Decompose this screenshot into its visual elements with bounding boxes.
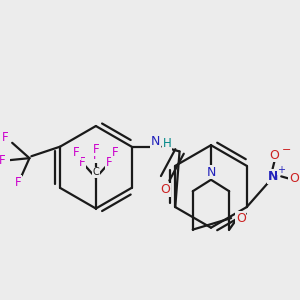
Text: F: F [93, 142, 99, 155]
Text: −: − [281, 145, 291, 154]
Text: N: N [267, 170, 278, 183]
Text: F: F [112, 146, 118, 159]
Text: F: F [0, 154, 6, 166]
Text: N: N [206, 166, 216, 178]
Text: O: O [236, 212, 246, 225]
Text: O: O [289, 172, 298, 185]
Text: F: F [106, 156, 112, 169]
Text: O: O [160, 183, 170, 196]
Text: N: N [151, 135, 160, 148]
Text: F: F [74, 146, 80, 159]
Text: F: F [79, 156, 86, 169]
Text: +: + [277, 165, 285, 175]
Text: F: F [15, 176, 21, 189]
Text: H: H [163, 137, 172, 150]
Text: F: F [2, 130, 9, 143]
Text: C: C [92, 167, 99, 177]
Text: F: F [93, 149, 99, 162]
Text: O: O [270, 149, 280, 162]
